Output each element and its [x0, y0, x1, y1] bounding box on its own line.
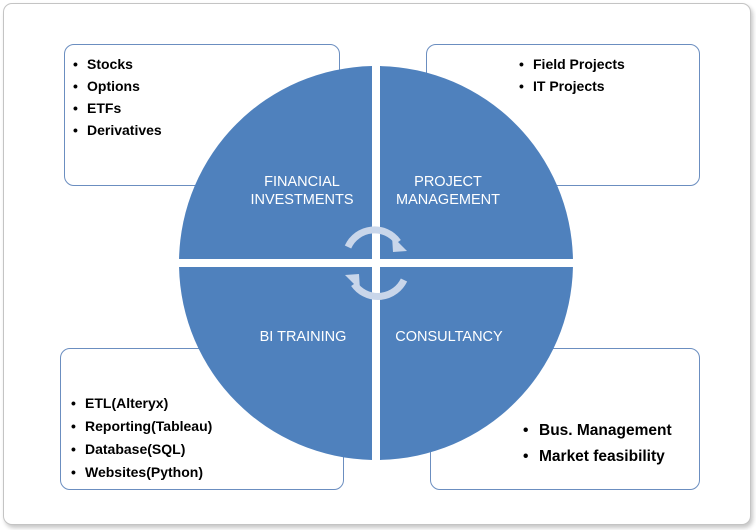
circular-arrows-icon — [344, 226, 408, 300]
list-item: IT Projects — [519, 75, 625, 97]
consultancy-label: CONSULTANCY — [395, 329, 503, 345]
bi-training-segment — [179, 267, 372, 460]
project-management-list: Field Projects IT Projects — [519, 53, 625, 97]
list-item: ETFs — [73, 97, 162, 119]
list-item: Bus. Management — [523, 418, 672, 444]
list-item: Field Projects — [519, 53, 625, 75]
list-item: Stocks — [73, 53, 162, 75]
financial-investments-box: Stocks Options ETFs Derivatives — [64, 44, 340, 186]
list-item: Market feasibility — [523, 444, 672, 470]
financial-investments-label-line1: FINANCIAL — [264, 174, 340, 190]
list-item: ETL(Alteryx) — [71, 392, 212, 415]
bi-training-list: ETL(Alteryx) Reporting(Tableau) Database… — [71, 392, 212, 484]
list-item: Reporting(Tableau) — [71, 415, 212, 438]
list-item: Derivatives — [73, 119, 162, 141]
bi-training-label: BI TRAINING — [260, 329, 347, 345]
project-management-label-line1: PROJECT — [414, 174, 482, 190]
financial-investments-list: Stocks Options ETFs Derivatives — [73, 53, 162, 141]
consultancy-list: Bus. Management Market feasibility — [523, 418, 672, 470]
project-management-label-line2: MANAGEMENT — [396, 192, 500, 208]
list-item: Websites(Python) — [71, 461, 212, 484]
consultancy-segment — [380, 267, 573, 460]
financial-investments-label-line2: INVESTMENTS — [250, 192, 353, 208]
list-item: Database(SQL) — [71, 438, 212, 461]
list-item: Options — [73, 75, 162, 97]
project-management-segment — [380, 66, 573, 259]
financial-investments-segment — [179, 66, 372, 259]
